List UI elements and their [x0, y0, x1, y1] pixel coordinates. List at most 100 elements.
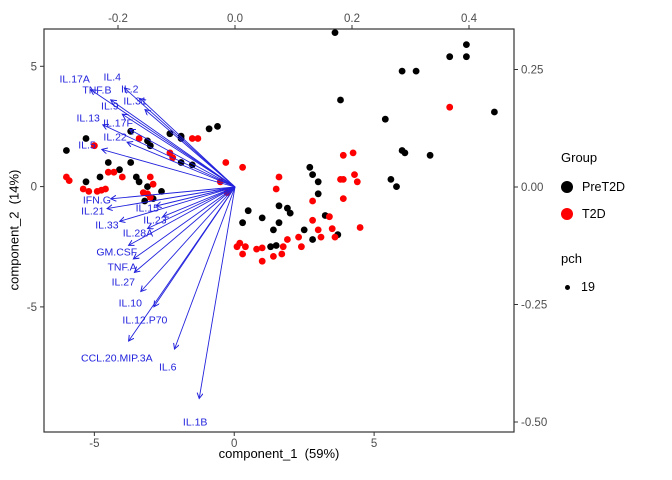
data-point: [337, 96, 344, 104]
loading-label: IL.17A: [60, 73, 90, 85]
top-tick-label: 0.4: [461, 13, 478, 25]
data-point: [326, 213, 333, 221]
right-tick-label: -0.25: [521, 300, 547, 312]
loading-arrow: [163, 186, 236, 217]
loading-arrow: [141, 186, 236, 292]
data-point: [328, 225, 336, 233]
loading-arrow: [127, 142, 236, 188]
loading-arrow: [102, 149, 236, 188]
y-axis-title: component_2 (14%): [6, 169, 22, 291]
top-tick-label: -0.2: [108, 13, 128, 25]
data-point: [222, 159, 230, 166]
data-point: [205, 125, 213, 133]
legend-pch-block: pch 19: [561, 251, 625, 300]
data-point: [82, 135, 90, 142]
loading-arrow: [122, 114, 236, 188]
legend: Group PreT2D T2D pch 19: [561, 150, 625, 300]
loading-label: IL.1B: [183, 417, 208, 429]
data-point: [279, 243, 287, 251]
loading-label: IL.2: [121, 83, 139, 95]
loading-label: IL.22: [103, 132, 127, 144]
loading-arrow: [111, 100, 236, 188]
data-point: [258, 257, 266, 265]
top-tick-label: 0.2: [344, 13, 360, 25]
data-point: [309, 236, 316, 243]
data-point: [102, 185, 109, 193]
data-point: [270, 226, 277, 234]
data-point: [194, 135, 202, 142]
data-point: [79, 185, 87, 193]
data-point: [239, 163, 247, 171]
data-point: [284, 236, 291, 243]
legend-pch-title: pch: [561, 251, 582, 266]
data-point: [267, 243, 274, 251]
loading-label: IL.6: [159, 362, 177, 374]
t2d-dot-icon: [561, 207, 573, 220]
loading-label: CCL.20.MIP.3A: [81, 353, 153, 365]
right-tick-label: 0.00: [521, 182, 543, 194]
data-point: [244, 207, 252, 215]
series-T2D: [63, 103, 454, 265]
data-point: [85, 188, 93, 195]
data-point: [314, 226, 322, 234]
data-point: [158, 188, 165, 195]
top-tick-label: 0.0: [227, 13, 243, 25]
data-point: [258, 214, 266, 222]
data-point: [339, 151, 347, 159]
data-point: [295, 233, 302, 241]
loading-arrow: [120, 186, 236, 221]
data-point: [236, 239, 244, 247]
legend-item-pch: 19: [561, 274, 625, 300]
loading-label: IL.23: [143, 214, 167, 226]
data-point: [270, 253, 277, 260]
legend-item-pret2d: PreT2D: [561, 173, 625, 200]
loading-label: IL.33: [95, 220, 119, 232]
data-point: [135, 178, 143, 186]
x-axis-title: component_1 (59%): [218, 446, 340, 461]
data-point: [314, 178, 322, 186]
data-point: [393, 183, 400, 191]
data-point: [253, 245, 260, 253]
data-point: [412, 67, 420, 75]
y-tick-label: 0: [31, 182, 37, 194]
data-point: [426, 151, 434, 159]
data-point: [242, 243, 249, 251]
x-tick-label: 0: [231, 438, 237, 450]
loading-arrows: [91, 88, 236, 399]
data-point: [116, 166, 123, 174]
loading-arrow: [103, 125, 236, 188]
data-point: [278, 250, 286, 258]
data-point: [82, 178, 90, 186]
pch-dot-icon: [565, 284, 570, 290]
data-point: [446, 53, 454, 61]
data-point: [144, 183, 151, 191]
data-point: [146, 173, 154, 181]
data-point: [239, 219, 247, 227]
data-point: [298, 243, 305, 251]
loading-arrow: [140, 99, 236, 188]
data-point: [286, 209, 294, 217]
pret2d-dot-icon: [561, 180, 573, 193]
loading-arrow: [145, 110, 236, 188]
data-point: [127, 159, 135, 166]
legend-label-pret2d: PreT2D: [582, 179, 626, 194]
data-point: [331, 233, 339, 241]
data-point: [309, 171, 316, 179]
data-point: [110, 168, 118, 176]
loading-arrow: [148, 186, 236, 229]
loading-arrow: [91, 90, 236, 188]
y-tick-label: -5: [27, 302, 37, 314]
data-point: [309, 197, 316, 205]
data-point: [401, 149, 409, 157]
loading-label: IL.5: [78, 140, 96, 152]
loading-label: IL.17F: [103, 118, 133, 130]
data-point: [381, 115, 389, 123]
data-point: [104, 168, 112, 176]
data-point: [214, 123, 221, 130]
data-point: [239, 250, 247, 258]
loading-label: TNF.A: [108, 261, 137, 273]
loading-arrow: [175, 186, 236, 349]
data-point: [331, 29, 339, 36]
loading-label: IL.15: [136, 203, 160, 215]
data-point: [275, 202, 283, 210]
